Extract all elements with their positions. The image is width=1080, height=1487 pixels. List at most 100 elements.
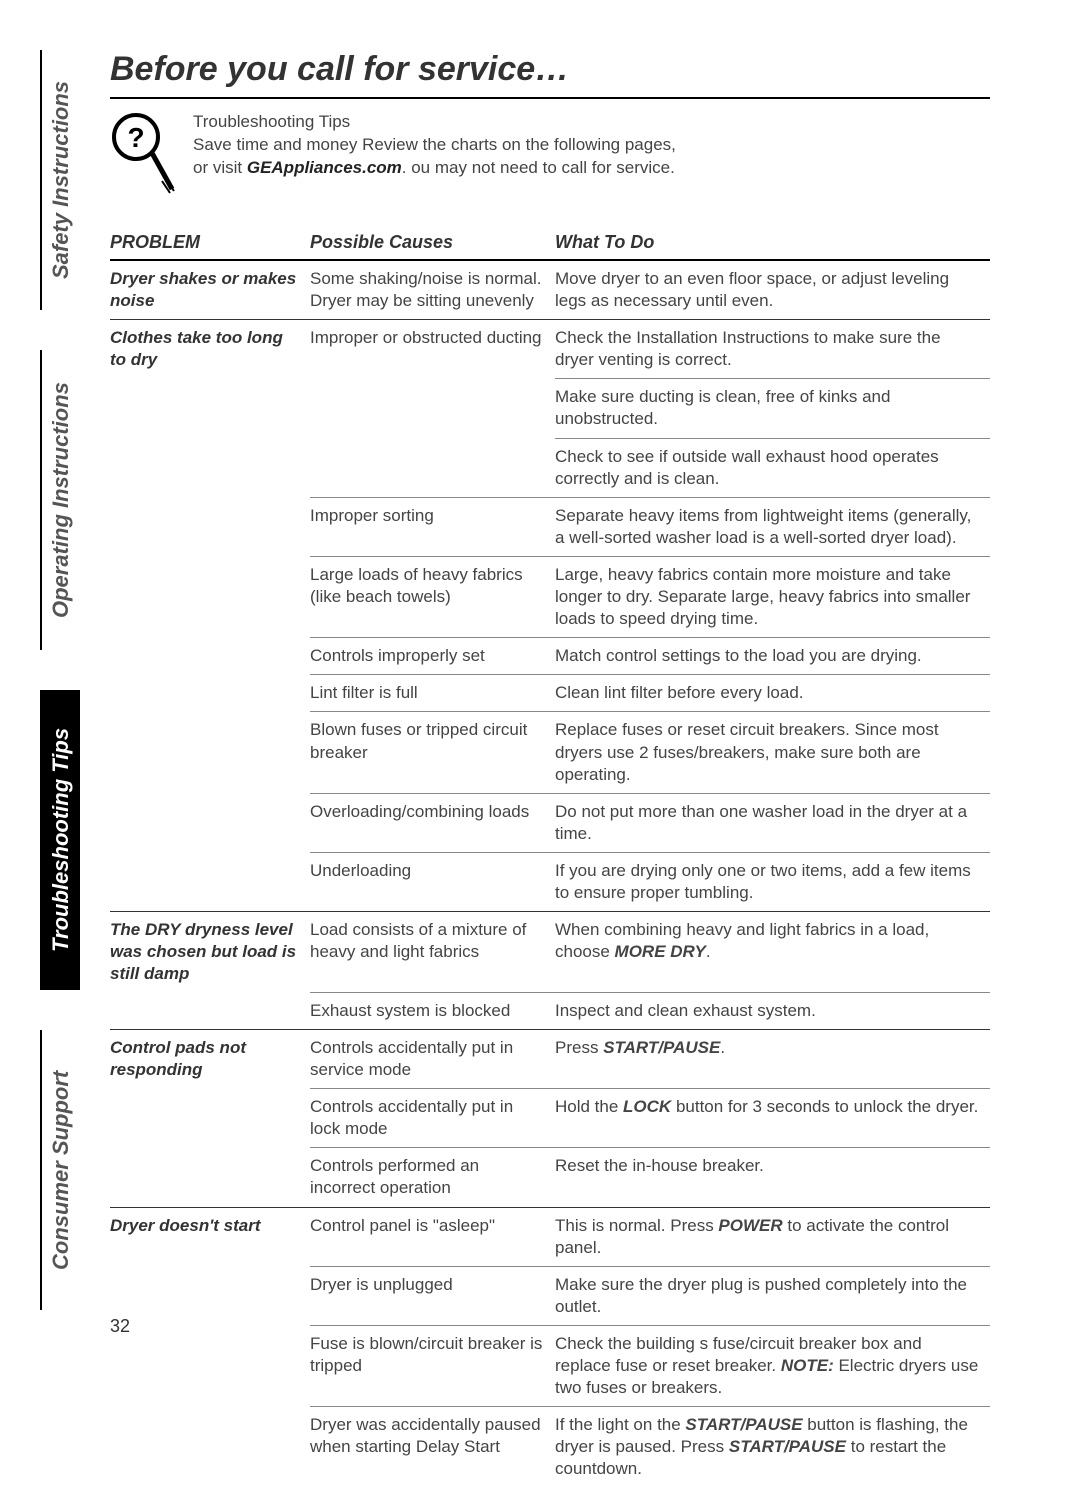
cell-problem: Dryer doesn't start <box>110 1207 310 1266</box>
table-row: Make sure ducting is clean, free of kink… <box>110 379 990 438</box>
intro-line-3: or visit GEAppliances.com. ou may not ne… <box>193 157 676 180</box>
cell-cause: Dryer was accidentally paused when start… <box>310 1407 555 1487</box>
cell-cause: Overloading/combining loads <box>310 793 555 852</box>
cell-what: Replace fuses or reset circuit breakers.… <box>555 712 990 793</box>
table-row: Lint filter is fullClean lint filter bef… <box>110 675 990 712</box>
cell-problem: Dryer shakes or makes noise <box>110 260 310 320</box>
cell-cause: Fuse is blown/circuit breaker is tripped <box>310 1325 555 1406</box>
cell-what: Check to see if outside wall exhaust hoo… <box>555 438 990 497</box>
cell-problem <box>110 793 310 852</box>
table-row: Fuse is blown/circuit breaker is tripped… <box>110 1325 990 1406</box>
cell-cause: Exhaust system is blocked <box>310 992 555 1029</box>
cell-what: Check the Installation Instructions to m… <box>555 320 990 379</box>
intro-text: Troubleshooting Tips Save time and money… <box>193 111 676 180</box>
cell-what: Press START/PAUSE. <box>555 1029 990 1088</box>
cell-problem <box>110 1266 310 1325</box>
cell-what: Hold the LOCK button for 3 seconds to un… <box>555 1089 990 1148</box>
cell-problem: The DRY dryness level was chosen but loa… <box>110 912 310 993</box>
question-magnifier-icon: ? <box>110 111 175 196</box>
col-header-problem: PROBLEM <box>110 226 310 260</box>
cell-what: Clean lint filter before every load. <box>555 675 990 712</box>
svg-text:?: ? <box>127 122 144 153</box>
table-row: Blown fuses or tripped circuit breakerRe… <box>110 712 990 793</box>
tips-label: Troubleshooting Tips <box>193 111 676 134</box>
col-header-what: What To Do <box>555 226 990 260</box>
cell-problem <box>110 638 310 675</box>
table-row: Improper sortingSeparate heavy items fro… <box>110 497 990 556</box>
cell-what: If the light on the START/PAUSE button i… <box>555 1407 990 1487</box>
intro-line-2: Save time and money Review the charts on… <box>193 134 676 157</box>
cell-what: Separate heavy items from lightweight it… <box>555 497 990 556</box>
table-row: Controls accidentally put in lock modeHo… <box>110 1089 990 1148</box>
cell-what: Inspect and clean exhaust system. <box>555 992 990 1029</box>
cell-problem <box>110 675 310 712</box>
title-divider <box>110 97 990 99</box>
cell-cause: Improper or obstructed ducting <box>310 320 555 379</box>
cell-cause: Control panel is "asleep" <box>310 1207 555 1266</box>
cell-problem <box>110 1089 310 1148</box>
cell-cause: Large loads of heavy fabrics (like beach… <box>310 556 555 637</box>
cell-what: If you are drying only one or two items,… <box>555 852 990 911</box>
cell-problem <box>110 379 310 438</box>
cell-problem: Control pads not responding <box>110 1029 310 1088</box>
cell-what: Large, heavy fabrics contain more moistu… <box>555 556 990 637</box>
tab-troubleshooting-tips[interactable]: Troubleshooting Tips <box>40 690 80 990</box>
cell-what: Reset the in-house breaker. <box>555 1148 990 1207</box>
cell-what: Make sure the dryer plug is pushed compl… <box>555 1266 990 1325</box>
cell-what: Do not put more than one washer load in … <box>555 793 990 852</box>
table-row: Control pads not respondingControls acci… <box>110 1029 990 1088</box>
cell-cause: Load consists of a mixture of heavy and … <box>310 912 555 993</box>
manual-page: Safety Instructions Operating Instructio… <box>0 0 1080 1397</box>
table-row: Dryer doesn't startControl panel is "asl… <box>110 1207 990 1266</box>
table-row: UnderloadingIf you are drying only one o… <box>110 852 990 911</box>
col-header-cause: Possible Causes <box>310 226 555 260</box>
table-row: Controls improperly setMatch control set… <box>110 638 990 675</box>
cell-cause: Underloading <box>310 852 555 911</box>
table-row: Exhaust system is blockedInspect and cle… <box>110 992 990 1029</box>
side-tab-bar: Safety Instructions Operating Instructio… <box>40 50 80 1310</box>
cell-what: Match control settings to the load you a… <box>555 638 990 675</box>
cell-cause: Some shaking/noise is normal. Dryer may … <box>310 260 555 320</box>
cell-cause: Lint filter is full <box>310 675 555 712</box>
cell-what: Check the building s fuse/circuit breake… <box>555 1325 990 1406</box>
table-row: Overloading/combining loadsDo not put mo… <box>110 793 990 852</box>
table-header-row: PROBLEM Possible Causes What To Do <box>110 226 990 260</box>
cell-problem <box>110 556 310 637</box>
cell-cause: Dryer is unplugged <box>310 1266 555 1325</box>
cell-problem <box>110 1325 310 1406</box>
tab-safety-instructions[interactable]: Safety Instructions <box>40 50 80 310</box>
cell-problem <box>110 438 310 497</box>
table-row: Controls performed an incorrect operatio… <box>110 1148 990 1207</box>
cell-cause <box>310 379 555 438</box>
cell-problem <box>110 852 310 911</box>
cell-what: Make sure ducting is clean, free of kink… <box>555 379 990 438</box>
site-link[interactable]: GEAppliances.com <box>247 158 402 177</box>
table-row: Dryer is unpluggedMake sure the dryer pl… <box>110 1266 990 1325</box>
intro-block: ? Troubleshooting Tips Save time and mon… <box>110 111 990 196</box>
table-row: Large loads of heavy fabrics (like beach… <box>110 556 990 637</box>
cell-problem <box>110 712 310 793</box>
tab-consumer-support[interactable]: Consumer Support <box>40 1030 80 1310</box>
page-content: Before you call for service… ? Troublesh… <box>110 50 990 1487</box>
cell-problem <box>110 1407 310 1487</box>
cell-cause: Improper sorting <box>310 497 555 556</box>
table-row: Check to see if outside wall exhaust hoo… <box>110 438 990 497</box>
cell-what: Move dryer to an even floor space, or ad… <box>555 260 990 320</box>
cell-cause: Controls performed an incorrect operatio… <box>310 1148 555 1207</box>
table-row: Dryer shakes or makes noiseSome shaking/… <box>110 260 990 320</box>
cell-problem: Clothes take too long to dry <box>110 320 310 379</box>
cell-cause: Controls accidentally put in lock mode <box>310 1089 555 1148</box>
cell-cause: Blown fuses or tripped circuit breaker <box>310 712 555 793</box>
table-row: The DRY dryness level was chosen but loa… <box>110 912 990 993</box>
cell-cause <box>310 438 555 497</box>
cell-what: When combining heavy and light fabrics i… <box>555 912 990 993</box>
page-title: Before you call for service… <box>110 50 990 89</box>
troubleshooting-table: PROBLEM Possible Causes What To Do Dryer… <box>110 226 990 1487</box>
tab-operating-instructions[interactable]: Operating Instructions <box>40 350 80 650</box>
page-number: 32 <box>110 1316 130 1337</box>
cell-cause: Controls improperly set <box>310 638 555 675</box>
cell-problem <box>110 1148 310 1207</box>
table-row: Clothes take too long to dryImproper or … <box>110 320 990 379</box>
cell-cause: Controls accidentally put in service mod… <box>310 1029 555 1088</box>
cell-what: This is normal. Press POWER to activate … <box>555 1207 990 1266</box>
